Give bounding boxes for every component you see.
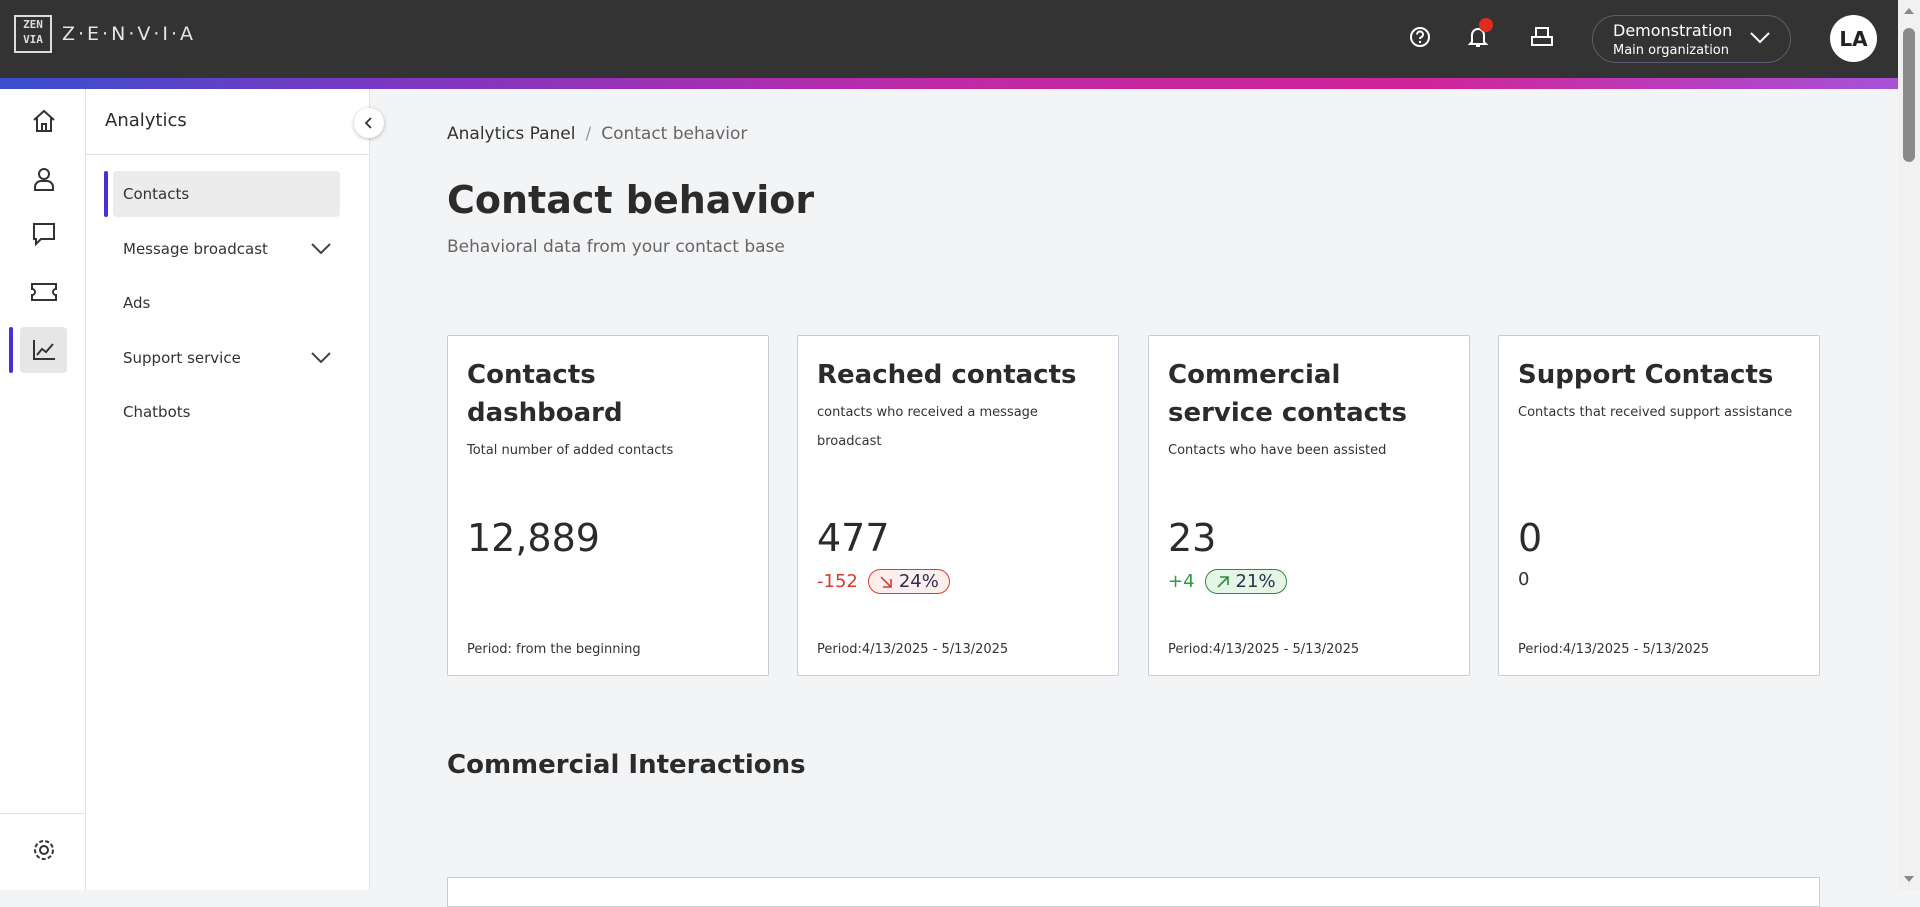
sidebar-item-label: Chatbots [123,403,191,421]
sidebar-item-contacts[interactable]: Contacts [104,171,340,217]
card-value: 12,889 [467,516,600,560]
help-icon[interactable] [1405,22,1435,52]
contacts-icon[interactable] [20,156,67,202]
home-icon[interactable] [20,98,67,144]
logo-text: Z·E·N·V·I·A [62,23,197,45]
inbox-icon[interactable] [1527,22,1557,52]
commercial-service-contacts-card: Commercial service contacts Contacts who… [1148,335,1470,676]
scroll-up-icon[interactable] [1904,8,1914,14]
delta-value: 0 [1518,569,1530,590]
icon-rail [0,89,86,890]
sidebar-item-ads[interactable]: Ads [113,280,340,326]
chevron-down-icon [1750,32,1770,44]
sidebar-item-support-service[interactable]: Support service [113,335,340,381]
card-value: 477 [817,516,890,560]
scrollbar[interactable] [1898,0,1920,890]
trend-percent: 24% [898,571,939,592]
card-period: Period: from the beginning [467,642,641,657]
card-value: 23 [1168,516,1217,560]
chevron-down-icon [311,352,331,364]
top-bar: ZEN VIA Z·E·N·V·I·A Demonstration Main or… [0,0,1898,78]
card-title: Contacts dashboard [467,360,623,428]
card-period: Period:4/13/2025 - 5/13/2025 [817,642,1009,657]
breadcrumb-current: Contact behavior [601,124,748,144]
card-value: 0 [1518,516,1543,560]
zenvia-logo[interactable]: ZEN VIA Z·E·N·V·I·A [14,15,196,53]
card-title: Reached contacts [817,360,1077,390]
organization-selector[interactable]: Demonstration Main organization [1592,15,1791,63]
card-delta: -152 24% [817,569,950,594]
sidebar-item-label: Contacts [123,185,190,203]
arrow-down-right-icon [880,575,892,588]
chat-icon[interactable] [20,211,67,257]
card-title: Commercial service contacts [1168,360,1407,428]
collapse-sidebar-button[interactable] [354,108,384,138]
sidebar-item-label: Message broadcast [123,240,268,258]
card-description: contacts who received a message broadcas… [817,405,1038,449]
bell-icon[interactable] [1463,18,1493,52]
page-subtitle: Behavioral data from your contact base [447,237,785,257]
commercial-interactions-card [447,877,1820,907]
arrow-up-right-icon [1216,575,1229,588]
sidebar-item-message-broadcast[interactable]: Message broadcast [113,226,340,272]
sidebar-title: Analytics [105,110,187,131]
delta-value: -152 [817,571,858,592]
delta-value: +4 [1168,571,1195,592]
support-contacts-card: Support Contacts Contacts that received … [1498,335,1820,676]
trend-badge: 24% [867,569,950,594]
sidebar-item-chatbots[interactable]: Chatbots [113,389,340,435]
breadcrumb: Analytics Panel / Contact behavior [447,124,747,144]
page-title: Contact behavior [447,178,815,222]
breadcrumb-parent[interactable]: Analytics Panel [447,124,576,144]
org-name: Demonstration [1613,21,1733,40]
logo-mark: ZEN VIA [14,15,52,53]
scroll-down-icon[interactable] [1904,876,1914,882]
breadcrumb-separator: / [585,124,592,144]
contacts-dashboard-card: Contacts dashboard Total number of added… [447,335,769,676]
analytics-icon[interactable] [9,327,67,373]
sidebar-item-label: Support service [123,349,241,367]
divider [0,813,86,814]
trend-percent: 21% [1235,571,1276,592]
scrollbar-thumb[interactable] [1903,28,1915,162]
card-description: Contacts that received support assistanc… [1518,405,1793,420]
org-subtitle: Main organization [1613,43,1729,58]
sidebar-item-label: Ads [123,294,151,312]
card-delta: 0 [1518,569,1529,590]
card-title: Support Contacts [1518,360,1774,390]
section-title: Commercial Interactions [447,750,806,780]
settings-icon[interactable] [20,827,67,873]
card-description: Total number of added contacts [467,443,674,458]
divider [86,154,370,155]
reached-contacts-card: Reached contacts contacts who received a… [797,335,1119,676]
brand-gradient-bar [0,78,1898,89]
trend-badge: 21% [1204,569,1287,594]
analytics-sidebar: Analytics Contacts Message broadcast Ads… [86,89,370,890]
card-delta: +4 21% [1168,569,1287,594]
card-period: Period:4/13/2025 - 5/13/2025 [1168,642,1360,657]
ticket-icon[interactable] [20,269,67,315]
notification-dot [1479,18,1493,32]
card-period: Period:4/13/2025 - 5/13/2025 [1518,642,1710,657]
chevron-left-icon [364,117,372,129]
avatar[interactable]: LA [1830,15,1877,62]
chevron-down-icon [311,243,331,255]
card-description: Contacts who have been assisted [1168,443,1387,458]
